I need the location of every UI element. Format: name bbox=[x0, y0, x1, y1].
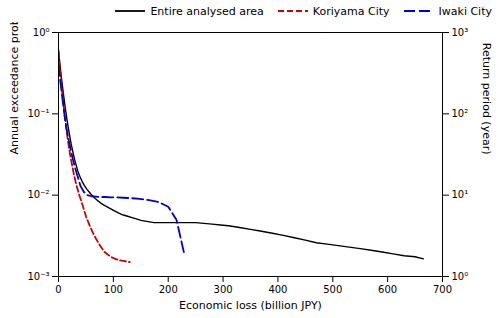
svg-text:10²: 10² bbox=[452, 108, 469, 119]
svg-text:100: 100 bbox=[104, 284, 123, 295]
svg-text:Return period (year): Return period (year) bbox=[480, 43, 493, 155]
svg-text:Economic loss (billion JPY): Economic loss (billion JPY) bbox=[179, 299, 322, 312]
svg-text:700: 700 bbox=[433, 284, 452, 295]
svg-text:0: 0 bbox=[55, 284, 61, 295]
svg-text:600: 600 bbox=[378, 284, 397, 295]
html-text:Iwaki City: Iwaki City bbox=[438, 4, 492, 18]
svg-text:500: 500 bbox=[323, 284, 342, 295]
svg-text:10⁻³: 10⁻³ bbox=[27, 271, 49, 282]
svg-text:10³: 10³ bbox=[452, 27, 469, 38]
svg-text:400: 400 bbox=[268, 284, 287, 295]
svg-text:10⁻¹: 10⁻¹ bbox=[27, 108, 49, 119]
svg-text:Annual exceedance probability: Annual exceedance probability bbox=[8, 22, 21, 155]
html-text:Entire analysed area: Entire analysed area bbox=[150, 4, 264, 18]
svg-text:10⁰: 10⁰ bbox=[33, 27, 50, 38]
svg-text:10⁻²: 10⁻² bbox=[27, 189, 49, 200]
html-text:Koriyama City: Koriyama City bbox=[312, 4, 390, 18]
svg-text:10⁰: 10⁰ bbox=[452, 271, 469, 282]
svg-text:200: 200 bbox=[159, 284, 178, 295]
svg-text:300: 300 bbox=[214, 284, 233, 295]
svg-text:10¹: 10¹ bbox=[452, 189, 469, 200]
